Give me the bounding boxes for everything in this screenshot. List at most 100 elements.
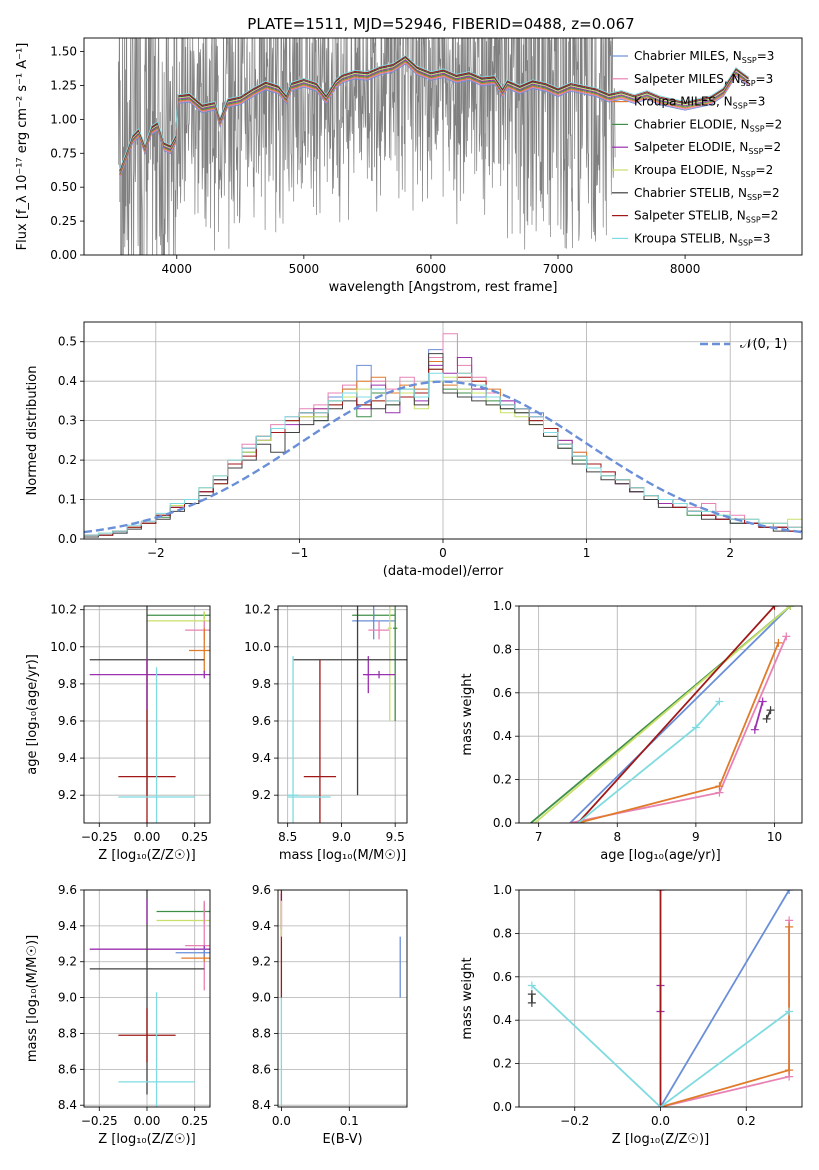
- legend-label: Kroupa STELIB, NSSP=3: [634, 231, 771, 247]
- x-tick-label: 0.0: [651, 1114, 670, 1128]
- x-tick-label: 0.25: [181, 1114, 208, 1128]
- x-axis-label: (data-model)/error: [383, 564, 504, 579]
- mass-weight-marker: [785, 1066, 794, 1075]
- y-tick-label: 9.8: [252, 677, 271, 691]
- mass-weight-marker: [770, 606, 779, 610]
- mass-weight-marker: [774, 638, 783, 647]
- x-tick-label: −0.25: [81, 830, 118, 844]
- x-tick-label: 8000: [670, 262, 701, 276]
- mass-weight-line: [531, 984, 790, 1107]
- y-tick-label: 0.4: [493, 729, 512, 743]
- y-tick-label: 9.6: [252, 714, 271, 728]
- mass-weight-marker: [785, 922, 794, 931]
- x-tick-label: −1: [291, 546, 309, 560]
- y-axis-label: mass [log₁₀(M/M☉)]: [25, 935, 40, 1062]
- y-tick-label: 8.8: [252, 1026, 271, 1040]
- y-tick-label: 1.50: [50, 45, 77, 59]
- errorbar-plot-area: [89, 890, 210, 1107]
- y-tick-label: 0.0: [493, 816, 512, 830]
- mass-weight-marker: [527, 998, 536, 1007]
- mass-weight-line: [577, 642, 780, 823]
- y-axis-label: Flux [f_λ 10⁻¹⁷ erg cm⁻² s⁻¹ A⁻¹]: [15, 43, 30, 251]
- y-tick-label: 9.0: [58, 991, 77, 1005]
- y-tick-label: 0.2: [58, 453, 77, 467]
- y-tick-label: 9.6: [252, 883, 271, 897]
- axes-frame: [277, 605, 408, 824]
- y-tick-label: 1.25: [50, 78, 77, 92]
- x-tick-label: −0.25: [81, 1114, 118, 1128]
- x-axis-label: age [log₁₀(age/yr)]: [600, 848, 721, 863]
- y-axis-label: age [log₁₀(age/yr)]: [25, 654, 40, 775]
- x-tick-label: 8: [613, 830, 621, 844]
- y-tick-label: 0.5: [58, 335, 77, 349]
- y-tick-label: 0.6: [493, 686, 512, 700]
- observed-spectrum: [117, 38, 616, 255]
- y-tick-label: 9.4: [58, 751, 77, 765]
- mass-weight-marker: [782, 632, 791, 641]
- y-tick-label: 0.6: [493, 970, 512, 984]
- errorbar-plot-area: [280, 890, 401, 1106]
- axes-frame: [83, 37, 803, 256]
- y-tick-label: 9.8: [58, 677, 77, 691]
- y-tick-label: 1.00: [50, 112, 77, 126]
- y-tick-label: 10.0: [244, 640, 271, 654]
- y-axis-label: mass weight: [460, 957, 475, 1039]
- legend-label: Chabrier MILES, NSSP=3: [634, 49, 774, 65]
- mass-weight-marker: [750, 725, 759, 734]
- y-tick-label: 9.6: [58, 883, 77, 897]
- x-axis-label: Z [log₁₀(Z/Z☉)]: [612, 1132, 709, 1147]
- legend-label: 𝒩(0, 1): [740, 337, 787, 352]
- y-tick-label: 10.2: [50, 603, 77, 617]
- y-tick-label: 9.0: [252, 991, 271, 1005]
- x-tick-label: 10: [767, 830, 782, 844]
- errorbar-plot-area: [287, 606, 407, 823]
- axes-frame: [518, 889, 803, 1108]
- errorbar-plot-area: [89, 606, 210, 823]
- x-tick-label: 5000: [289, 262, 320, 276]
- y-tick-label: 9.4: [58, 919, 77, 933]
- mass-weight-line: [569, 606, 791, 823]
- x-tick-label: 9.0: [332, 830, 351, 844]
- x-axis-label: E(B-V): [322, 1132, 362, 1147]
- mass-weight-line: [660, 926, 790, 1107]
- y-tick-label: 8.4: [252, 1098, 271, 1112]
- y-tick-label: 1.0: [493, 599, 512, 613]
- mass-weight-line: [577, 606, 776, 823]
- y-tick-label: 9.4: [252, 751, 271, 765]
- x-tick-label: 2: [726, 546, 734, 560]
- histogram-step-series: [84, 372, 802, 536]
- model-spectrum-line: [119, 54, 749, 170]
- x-tick-label: 9: [692, 830, 700, 844]
- y-tick-label: 0.4: [58, 374, 77, 388]
- x-tick-label: 0.25: [181, 830, 208, 844]
- line-plot-area: [530, 606, 795, 823]
- y-tick-label: 0.2: [493, 773, 512, 787]
- mass-weight-marker: [691, 723, 700, 732]
- line-plot-area: [527, 890, 794, 1107]
- mass-weight-marker: [715, 782, 724, 791]
- mass-weight-marker: [715, 697, 724, 706]
- y-tick-label: 0.75: [50, 146, 77, 160]
- mass-weight-vs-metallicity-panel: −0.2 0.0 0.2 0.0 0.2 0.4 0.6 0.8 1.0 Z [log₁₀(Z/Z…: [460, 883, 803, 1147]
- mass-weight-line: [534, 606, 791, 823]
- y-tick-label: 8.6: [58, 1062, 77, 1076]
- y-tick-label: 0.0: [493, 1100, 512, 1114]
- x-tick-label: 0.2: [737, 1114, 756, 1128]
- y-tick-label: 0.50: [50, 180, 77, 194]
- x-axis-label: wavelength [Angstrom, rest frame]: [329, 280, 558, 295]
- y-tick-label: 0.8: [493, 926, 512, 940]
- x-tick-label: 8.5: [278, 830, 297, 844]
- x-tick-label: 4000: [161, 262, 192, 276]
- y-tick-label: 0.1: [58, 493, 77, 507]
- age-vs-metallicity-panel: −0.25 0.00 0.25 9.2 9.4 9.6 9.8 10.0 10.2 Z [log₁…: [25, 603, 211, 863]
- x-tick-label: 7: [535, 830, 543, 844]
- mass-weight-line: [765, 709, 772, 720]
- y-tick-label: 8.6: [252, 1062, 271, 1076]
- y-tick-label: 10.0: [50, 640, 77, 654]
- age-vs-mass-panel: 8.5 9.0 9.5 9.2 9.4 9.6 9.8 10.0 10.2 mass [log₁₀…: [244, 603, 408, 863]
- mass-weight-line: [660, 920, 790, 1107]
- y-tick-label: 9.6: [58, 714, 77, 728]
- x-tick-label: 0.00: [134, 830, 161, 844]
- x-tick-label: 6000: [416, 262, 447, 276]
